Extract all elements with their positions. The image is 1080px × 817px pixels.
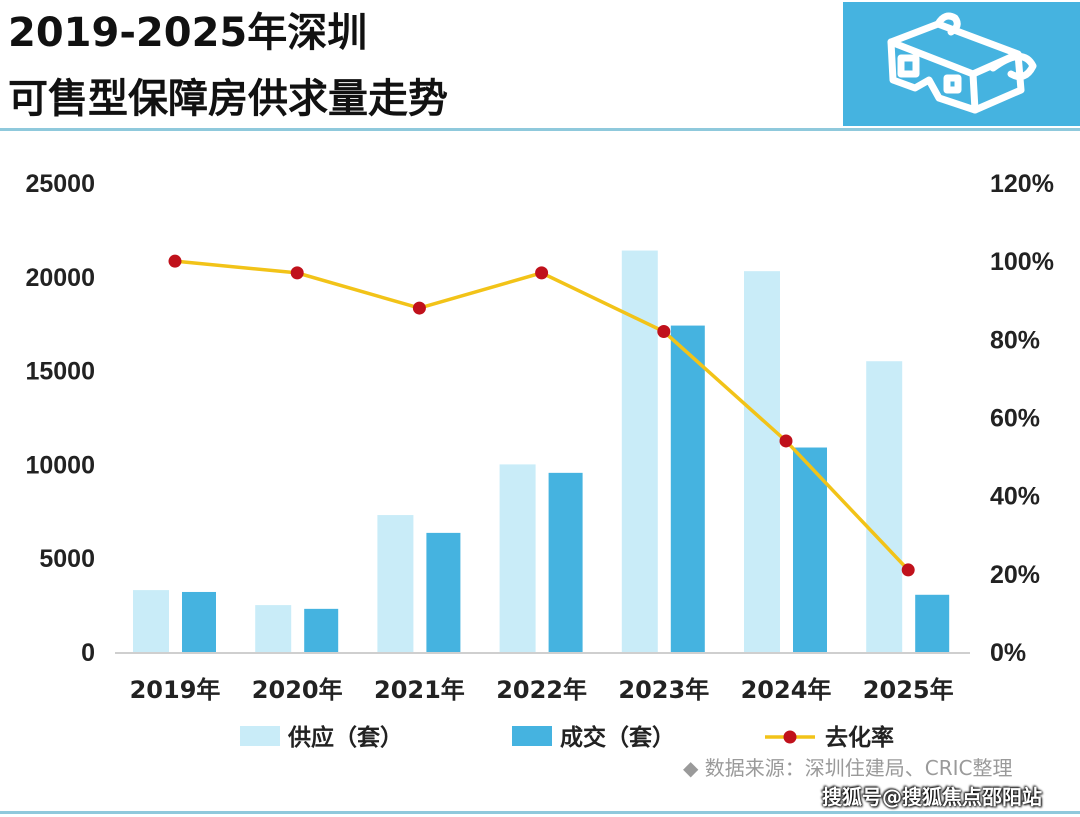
3d-glasses-icon [887,12,1037,114]
bar-deal [915,594,950,652]
y-right-tick-label: 80% [990,326,1040,354]
x-tick-label: 2022年 [496,676,587,704]
bar-supply [621,250,658,652]
bar-supply [133,590,169,652]
bar-deal [793,447,827,652]
y-left-tick-label: 25000 [25,170,95,198]
bar-deal [182,591,216,652]
x-tick-label: 2021年 [374,676,465,704]
bar-supply [744,271,780,652]
footer-divider [0,811,1080,814]
y-right-tick-label: 0% [990,639,1026,667]
rate-point [290,266,304,280]
legend-swatch-deal [512,726,552,746]
chart-title-line1: 2019-2025年深圳 [8,10,368,56]
x-tick-label: 2019年 [130,676,221,704]
y-right-tick-label: 20% [990,561,1040,589]
bar-supply [255,605,292,652]
legend-marker-rate [783,730,797,744]
rate-point [779,434,793,448]
x-tick-label: 2025年 [863,676,954,704]
rate-point [901,563,915,577]
source-note: ◆ 数据来源：深圳住建局、CRIC整理 [683,756,1013,780]
bar-deal [548,472,583,652]
rate-point [412,301,426,315]
y-right-tick-label: 120% [990,170,1054,198]
y-right-tick-label: 100% [990,248,1054,276]
rate-point [535,266,549,280]
x-tick-label: 2024年 [741,676,832,704]
bar-supply [499,464,536,652]
bar-deal [304,608,339,652]
bar-supply [377,515,414,652]
rate-point [657,325,671,339]
rate-point [168,254,182,268]
bar-deal [670,325,705,652]
y-right-tick-label: 60% [990,405,1040,433]
y-left-tick-label: 20000 [25,264,95,292]
chart-title-line2: 可售型保障房供求量走势 [8,76,448,122]
legend-label-supply: 供应（套） [287,724,403,751]
watermark-text: 搜狐号@搜狐焦点邵阳站 [822,785,1042,809]
y-left-tick-label: 5000 [39,545,95,573]
y-left-tick-label: 0 [81,639,95,667]
legend-swatch-supply [240,726,280,746]
x-tick-label: 2023年 [618,676,709,704]
legend-label-deal: 成交（套） [560,724,675,751]
header-divider [0,128,1080,131]
legend-label-rate: 去化率 [825,724,894,751]
bar-deal [426,532,461,652]
bar-supply [866,361,903,652]
y-left-tick-label: 15000 [25,358,95,386]
y-right-tick-label: 40% [990,483,1040,511]
x-tick-label: 2020年 [252,676,343,704]
logo-panel [843,2,1080,126]
y-left-tick-label: 10000 [25,451,95,479]
